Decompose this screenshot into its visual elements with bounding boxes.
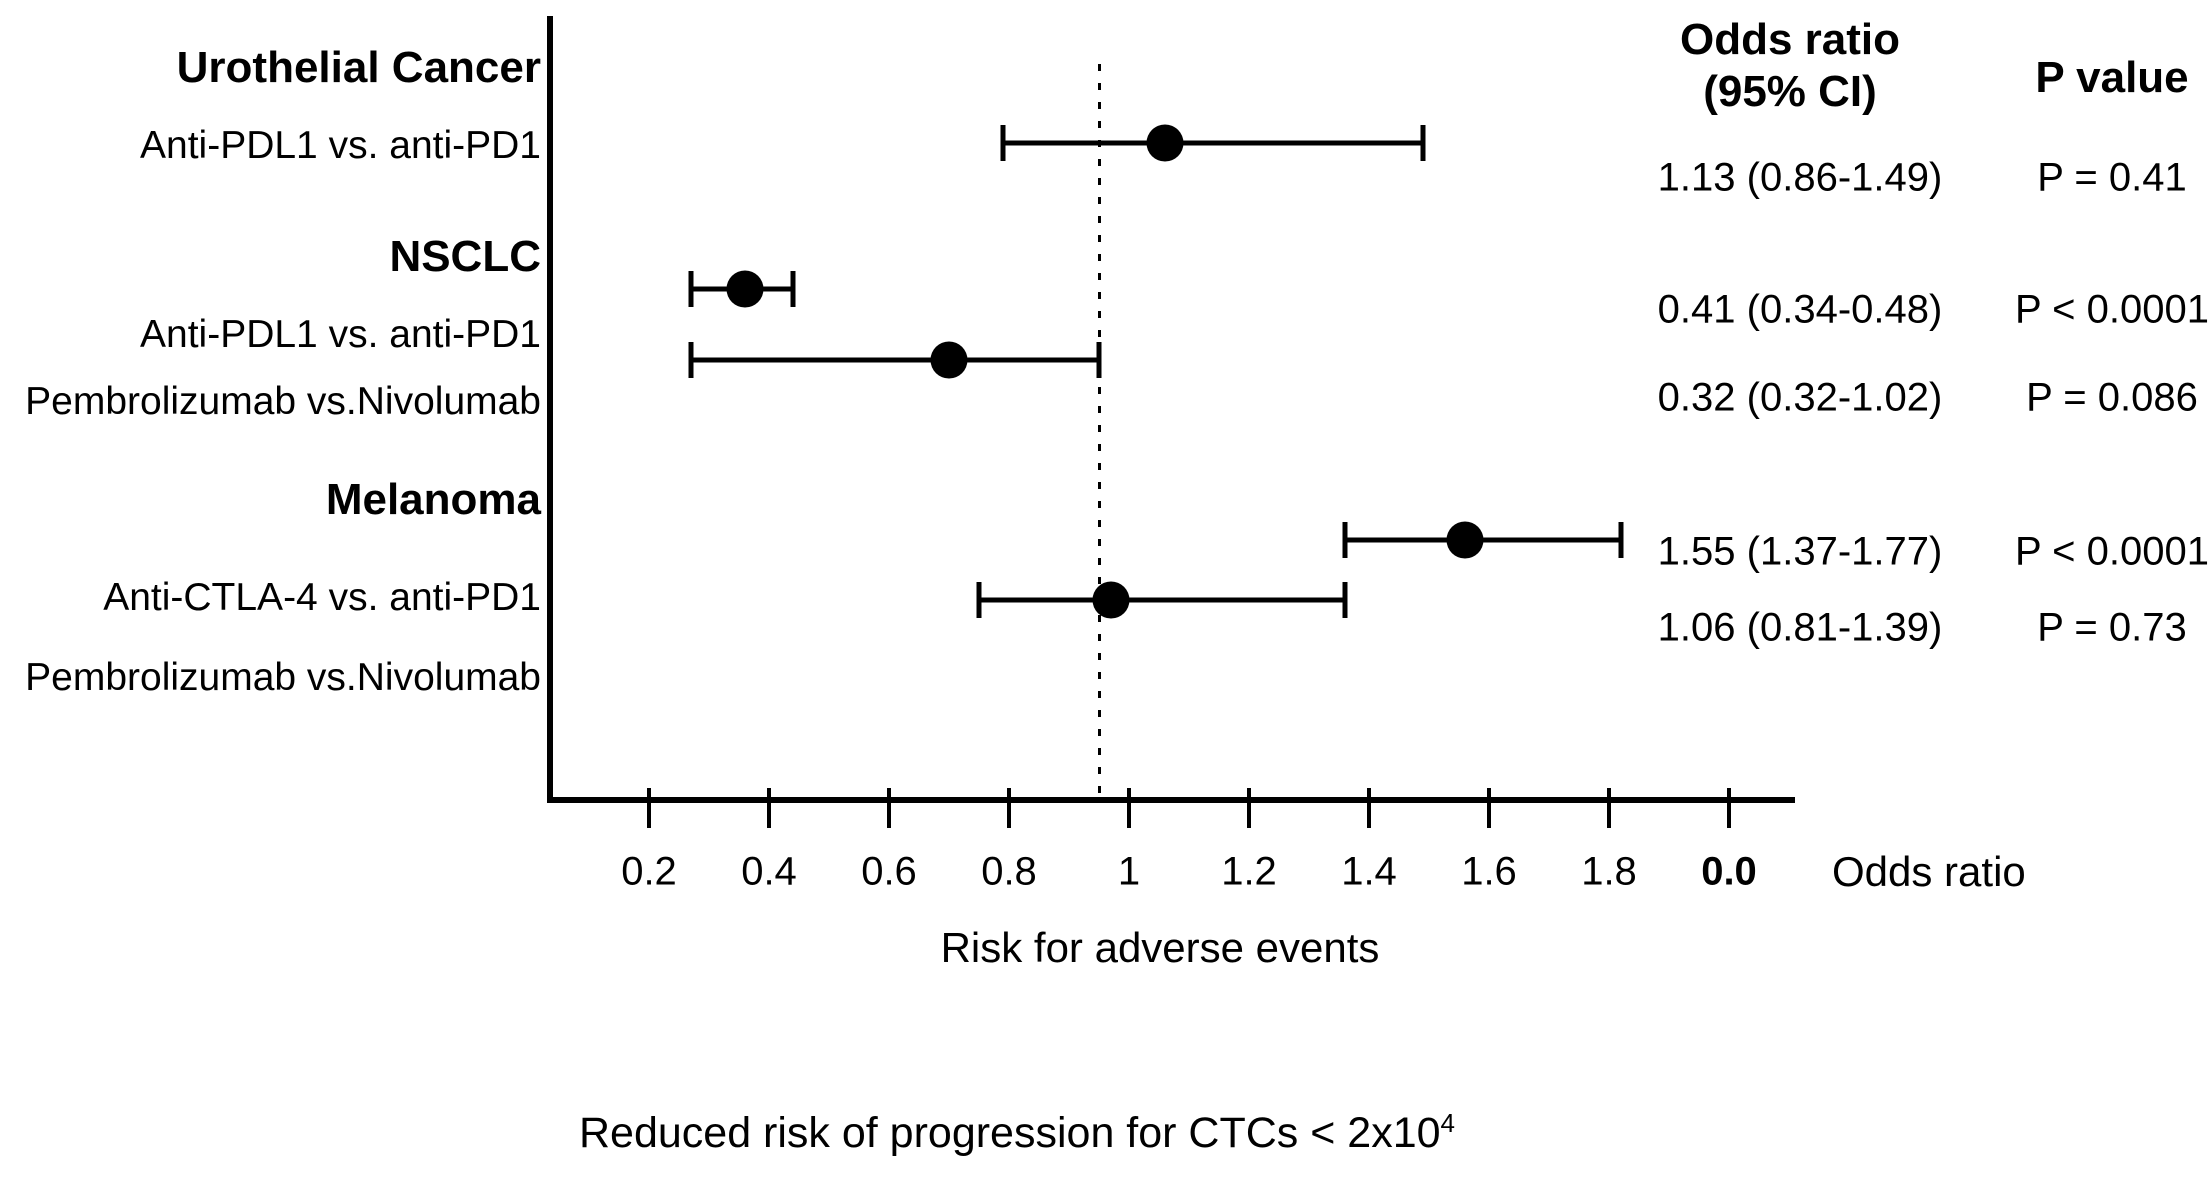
point-estimate-dot [1146,124,1184,162]
item-label: Pembrolizumab vs.Nivolumab [25,380,541,423]
ci-lower-cap [688,271,694,307]
ci-lower-cap [1342,522,1348,558]
item-label: Pembrolizumab vs.Nivolumab [25,656,541,699]
x-axis-tick-label: 0.2 [621,849,677,894]
x-axis-unit-label: Odds ratio [1832,848,2026,895]
x-axis-tick [1607,788,1611,828]
figure-caption-text: Reduced risk of progression for CTCs < 2… [578,1109,1441,1158]
x-axis-line [547,797,1795,803]
ci-upper-cap [1342,582,1348,618]
x-axis-tick-label: 1.2 [1221,849,1277,894]
ci-lower-cap [976,582,982,618]
x-axis-tick [887,788,891,828]
p-value: P = 0.41 [2037,155,2187,200]
p-value-column-header: P value [2035,53,2189,102]
ci-upper-cap [790,271,796,307]
x-axis-tick-label: 0.4 [741,849,797,894]
x-axis-tick [1367,788,1371,828]
odds-ratio-value: 1.06 (0.81-1.39) [1657,605,1943,650]
p-value: P = 0.73 [2037,605,2187,650]
x-axis-tick [647,788,651,828]
odds-ratio-value: 1.13 (0.86-1.49) [1657,155,1943,200]
ci-line [1003,140,1423,146]
x-axis-tick [767,788,771,828]
x-axis-tick-label: 0.8 [981,849,1037,894]
ci-upper-cap [1618,522,1624,558]
ci-lower-cap [1000,125,1006,161]
group-label: Urothelial Cancer [176,43,541,92]
odds-ratio-column-header-line1: Odds ratio [1679,15,1901,64]
x-axis-tick-label: 1.8 [1581,849,1637,894]
x-axis-title: Risk for adverse events [940,924,1380,971]
x-axis-tick-label: 1 [1117,849,1141,894]
x-axis-tick [1247,788,1251,828]
x-axis-tick [1487,788,1491,828]
point-estimate-dot [1446,521,1484,559]
group-label: NSCLC [389,232,541,281]
x-axis-tick [1007,788,1011,828]
p-value: P = 0.086 [2026,375,2198,420]
x-axis-tick-label: 0.6 [861,849,917,894]
point-estimate-dot [1092,581,1130,619]
x-axis-tick-label: 1.4 [1341,849,1397,894]
point-estimate-dot [930,341,968,379]
figure-caption-superscript: 4 [1440,1107,1456,1138]
odds-ratio-value: 0.41 (0.34-0.48) [1657,287,1943,332]
odds-ratio-value: 1.55 (1.37-1.77) [1657,529,1943,574]
p-value: P < 0.0001 [2015,529,2209,574]
odds-ratio-column-header-line2: (95% CI) [1703,67,1877,116]
ci-upper-cap [1096,342,1102,378]
x-axis-tick [1727,788,1731,828]
x-axis-tick [1127,788,1131,828]
x-axis-tick-label: 0.0 [1701,849,1757,894]
item-label: Anti-CTLA-4 vs. anti-PD1 [103,576,541,619]
item-label: Anti-PDL1 vs. anti-PD1 [140,313,541,356]
ci-upper-cap [1420,125,1426,161]
ci-line [979,597,1345,603]
ci-lower-cap [688,342,694,378]
ci-line [691,357,1099,363]
reference-dotted-line [1098,64,1101,800]
x-axis-tick-label: 1.6 [1461,849,1517,894]
odds-ratio-value: 0.32 (0.32-1.02) [1657,375,1943,420]
y-axis-line [547,16,553,803]
figure-caption: Reduced risk of progression for CTCs < 2… [579,1108,1455,1158]
point-estimate-dot [726,270,764,308]
item-label: Anti-PDL1 vs. anti-PD1 [140,124,541,167]
group-label: Melanoma [325,475,541,524]
p-value: P < 0.0001 [2015,287,2209,332]
